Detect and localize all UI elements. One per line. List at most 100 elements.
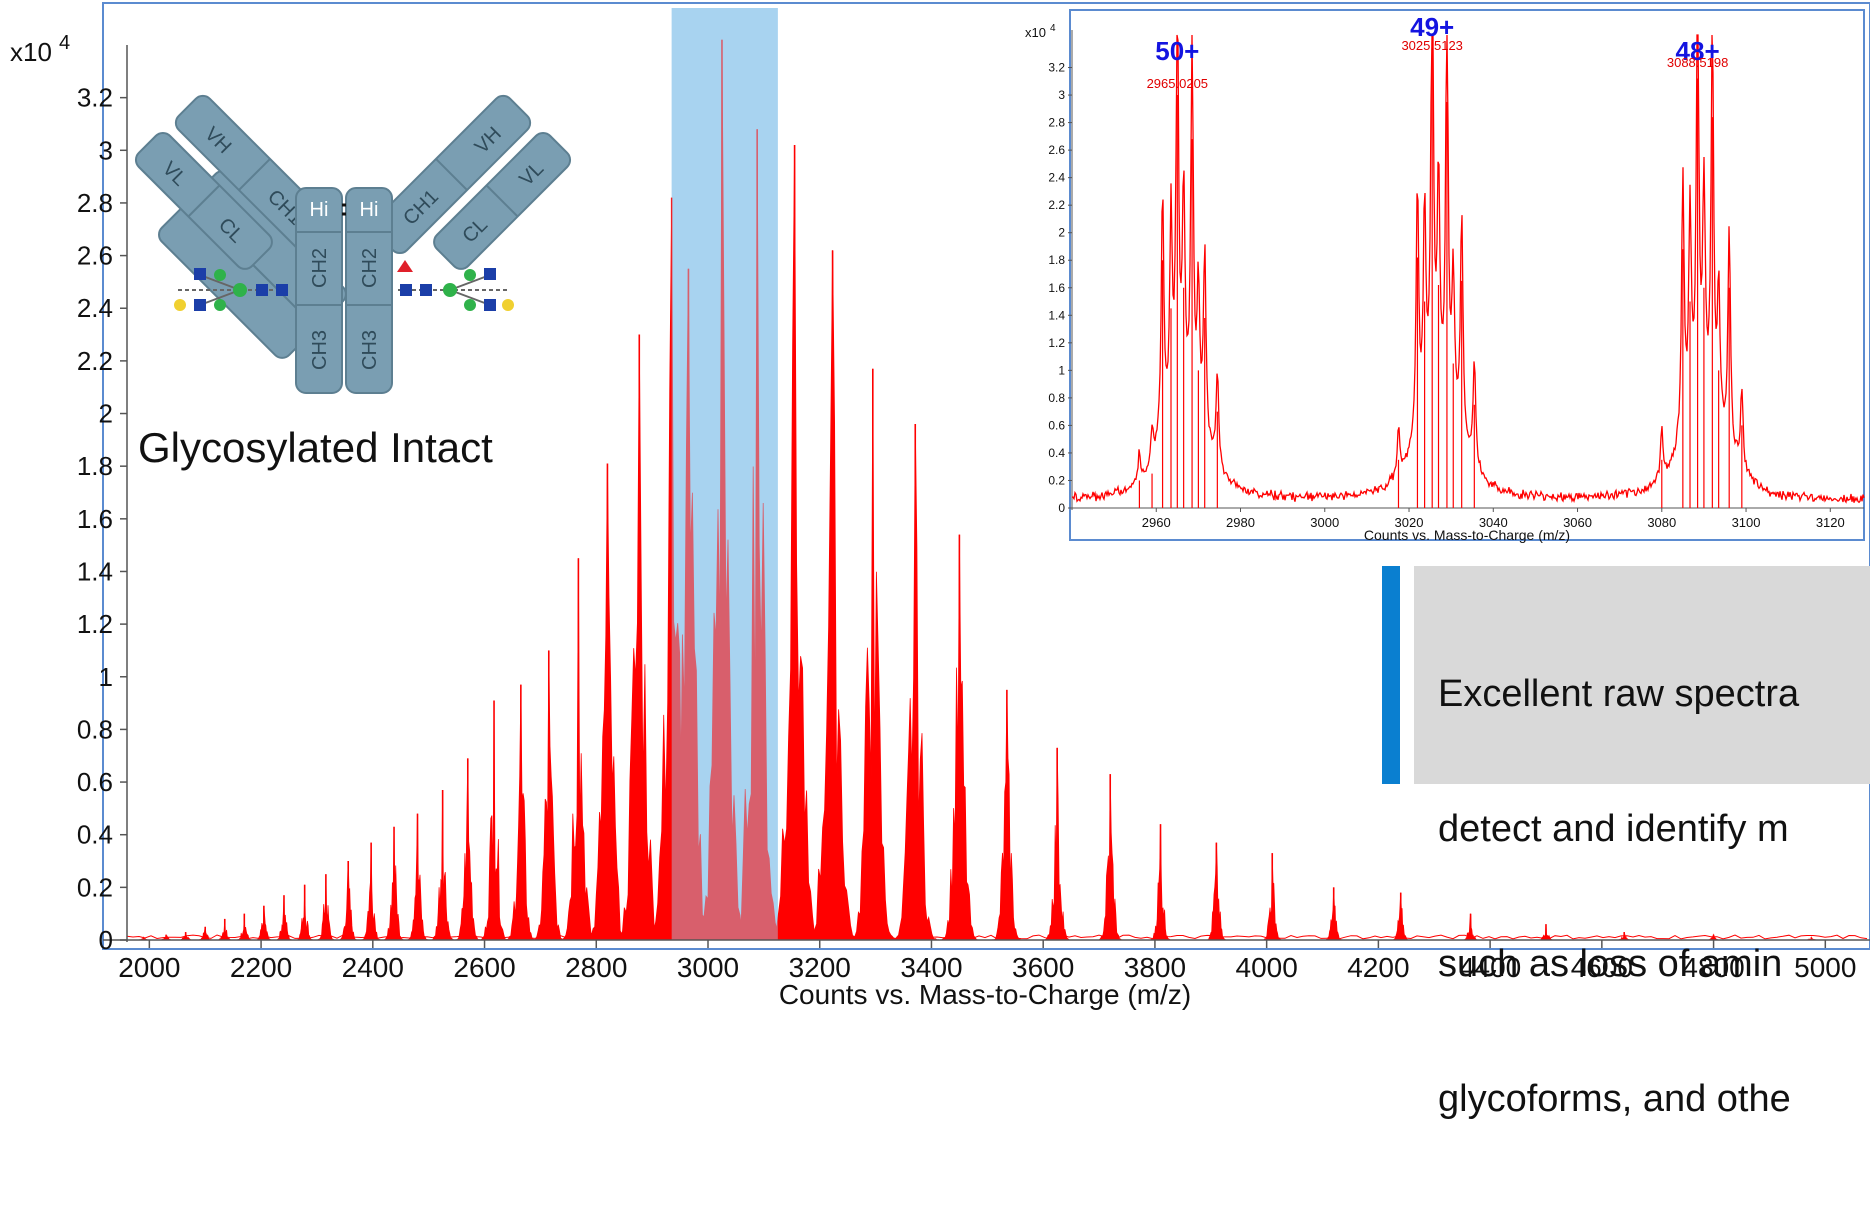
y-tick-label: 1.8 bbox=[77, 451, 113, 481]
x-tick-label: 3400 bbox=[900, 952, 962, 983]
inset-y-tick-label: 0.4 bbox=[1048, 446, 1065, 460]
inset-y-ticks: 0 0.2 0.4 0.6 0.8 1 1.2 1.4 1.6 1.8 2 2.2 2.4 2.6 2.8 3… bbox=[1048, 61, 1072, 515]
inset-y-tick-label: 1.6 bbox=[1048, 281, 1065, 295]
inset-y-exponent: 4 bbox=[1050, 23, 1056, 34]
y-tick-label: 0.8 bbox=[77, 714, 113, 744]
y-tick-label: 1.6 bbox=[77, 504, 113, 534]
y-tick-label: 2.4 bbox=[77, 293, 113, 323]
ch3-label-right: CH3 bbox=[359, 330, 381, 370]
left-glycan bbox=[174, 268, 290, 311]
figure-canvas: 0 0.2 0.4 0.6 0.8 1 1.2 1.4 1.6 1.8 2 2.2 2.4 2.6 2.8 3… bbox=[10, 2, 1870, 1010]
right-light-arm: CL VL bbox=[433, 131, 572, 270]
inset-y-tick-label: 2.2 bbox=[1048, 198, 1065, 212]
x-tick-label: 2400 bbox=[342, 952, 404, 983]
inset-y-tick-label: 1.2 bbox=[1048, 336, 1065, 350]
y-tick-label: 3 bbox=[99, 135, 113, 165]
inset-x-tick-label: 3060 bbox=[1563, 515, 1592, 530]
x-tick-label: 2200 bbox=[230, 952, 292, 983]
inset-y-tick-label: 1.4 bbox=[1048, 308, 1065, 322]
charge-state-label: 48+ bbox=[1676, 36, 1720, 66]
main-y-ticks: 0 0.2 0.4 0.6 0.8 1 1.2 1.4 1.6 1.8 2 2.2 2.4 2.6 2.8 3… bbox=[77, 83, 127, 955]
highlight-overlay-layer bbox=[671, 8, 778, 940]
callout-line: such as loss of amin bbox=[1438, 943, 1783, 985]
callout-accent-bar bbox=[1382, 566, 1400, 784]
peak-mz-label: 2965.0205 bbox=[1147, 76, 1208, 91]
inset-y-tick-label: 0.2 bbox=[1048, 473, 1065, 487]
inset-x-tick-label: 2960 bbox=[1142, 515, 1171, 530]
inset-y-tick-label: 0 bbox=[1058, 501, 1065, 515]
callout-line: detect and identify m bbox=[1438, 808, 1789, 850]
inset-y-tick-label: 2.6 bbox=[1048, 143, 1065, 157]
inset-x-tick-label: 3020 bbox=[1395, 515, 1424, 530]
y-tick-label: 1.4 bbox=[77, 556, 113, 586]
slide: 0 0.2 0.4 0.6 0.8 1 1.2 1.4 1.6 1.8 2 2.2 2.4 2.6 2.8 3… bbox=[10, 2, 1870, 1120]
inset-frame bbox=[1069, 9, 1865, 541]
inset-y-tick-label: 2.8 bbox=[1048, 116, 1065, 130]
x-tick-label: 3200 bbox=[789, 952, 851, 983]
peak-mz-label: 3025.5123 bbox=[1401, 38, 1462, 53]
right-heavy-arm: CH1 VH bbox=[371, 94, 532, 255]
main-x-axis-label: Counts vs. Mass-to-Charge (m/z) bbox=[779, 979, 1191, 1010]
x-tick-label: 2600 bbox=[453, 952, 515, 983]
main-y-exponent: 4 bbox=[59, 32, 70, 54]
callout-line: Excellent raw spectra bbox=[1438, 673, 1800, 715]
x-tick-label: 3600 bbox=[1012, 952, 1074, 983]
inset-y-tick-label: 1 bbox=[1058, 363, 1065, 377]
antibody-caption: Glycosylated Intact bbox=[138, 424, 493, 471]
inset-x-tick-label: 3100 bbox=[1732, 515, 1761, 530]
peak-mz-label: 3088.5198 bbox=[1667, 55, 1728, 70]
x-tick-label: 3000 bbox=[677, 952, 739, 983]
y-tick-label: 0.6 bbox=[77, 767, 113, 797]
left-heavy-arm: VH CH1 bbox=[174, 94, 335, 255]
x-tick-label: 4000 bbox=[1236, 952, 1298, 983]
inset-y-multiplier: x10 bbox=[1025, 25, 1046, 40]
inset-y-tick-label: 3.2 bbox=[1048, 61, 1065, 75]
charge-state-label: 50+ bbox=[1155, 36, 1199, 66]
inset-peaks-layer bbox=[1071, 34, 1865, 508]
baseline-trace bbox=[126, 934, 1868, 940]
inset-x-tick-label: 3000 bbox=[1310, 515, 1339, 530]
inset-y-tick-label: 0.6 bbox=[1048, 418, 1065, 432]
right-fc-chain bbox=[345, 187, 393, 394]
ch2-label-left: CH2 bbox=[309, 248, 331, 288]
main-axes bbox=[103, 45, 1870, 942]
inset-charge-labels: 50+ 2965.0205 49+3025.5123 48+3088.5198 bbox=[1147, 12, 1729, 91]
inset-x-tick-label: 2980 bbox=[1226, 515, 1255, 530]
highlight-overlay bbox=[671, 8, 778, 940]
inset-x-ticks: 2960 2980 3000 3020 3040 3060 3080 3100 3120 bbox=[1142, 508, 1845, 530]
y-tick-label: 2.8 bbox=[77, 188, 113, 218]
inset-x-axis-label: Counts vs. Mass-to-Charge (m/z) bbox=[1364, 527, 1570, 543]
left-light-arm: VL CL bbox=[134, 131, 273, 270]
inset-x-tick-label: 3080 bbox=[1647, 515, 1676, 530]
inset-y-tick-label: 2 bbox=[1058, 226, 1065, 240]
main-peaks-layer bbox=[126, 39, 1868, 941]
y-tick-label: 2 bbox=[99, 399, 113, 429]
y-tick-label: 0 bbox=[99, 925, 113, 955]
charge-state-label: 49+ bbox=[1410, 12, 1454, 42]
x-tick-label: 4200 bbox=[1347, 952, 1409, 983]
main-plot-frame bbox=[102, 2, 1870, 950]
y-tick-label: 0.2 bbox=[77, 872, 113, 902]
y-tick-label: 1.2 bbox=[77, 609, 113, 639]
inset-axes bbox=[1070, 30, 1864, 510]
y-tick-label: 3.2 bbox=[77, 83, 113, 113]
ch2-label-right: CH2 bbox=[359, 248, 381, 288]
y-tick-label: 2.6 bbox=[77, 241, 113, 271]
inset-y-tick-label: 0.8 bbox=[1048, 391, 1065, 405]
x-tick-label: 3800 bbox=[1124, 952, 1186, 983]
ch3-label-left: CH3 bbox=[309, 330, 331, 370]
inset-x-tick-label: 3120 bbox=[1816, 515, 1845, 530]
y-tick-label: 0.4 bbox=[77, 820, 113, 850]
antibody-diagram: VH CH1 VL CL CH1 VH CL VL bbox=[134, 94, 572, 471]
y-tick-label: 2.2 bbox=[77, 346, 113, 376]
left-fc-chain bbox=[295, 187, 343, 394]
right-glycan bbox=[397, 260, 514, 311]
main-x-ticks: 2000 2200 2400 2600 2800 3000 3200 3400 3600 3800… bbox=[118, 940, 1856, 983]
x-tick-label: 5000 bbox=[1794, 952, 1856, 983]
x-tick-label: 4400 bbox=[1459, 952, 1521, 983]
hinge-label-right: Hi bbox=[360, 199, 379, 221]
hinge-label-left: Hi bbox=[310, 199, 329, 221]
x-tick-label: 2000 bbox=[118, 952, 180, 983]
x-tick-label: 4600 bbox=[1571, 952, 1633, 983]
y-tick-label: 1 bbox=[99, 662, 113, 692]
